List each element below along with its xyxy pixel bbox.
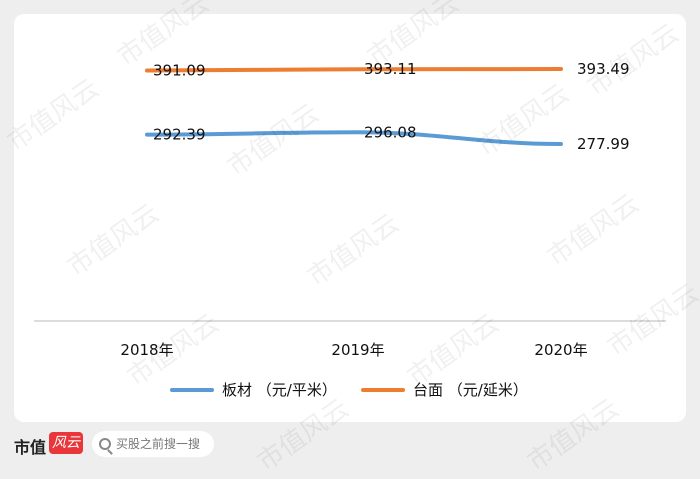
data-label-1-2: 393.49	[577, 60, 630, 78]
data-point-1-2	[559, 67, 563, 71]
data-label-0-0: 292.39	[153, 126, 206, 144]
x-tick-label-1: 2019年	[331, 341, 384, 359]
data-label-1-0: 391.09	[153, 62, 206, 80]
data-point-0-1	[356, 130, 360, 134]
chart: 292.39 296.08 277.99 391.09 393.11 393.49 2018…	[34, 60, 666, 399]
chart-card: 292.39 296.08 277.99 391.09 393.11 393.49 2018…	[14, 14, 686, 422]
footer: 市值 风云 买股之前搜一搜	[0, 426, 700, 465]
legend-label-1: 台面 （元/延米）	[413, 381, 528, 399]
search-icon	[99, 438, 111, 450]
search-box[interactable]: 买股之前搜一搜	[92, 431, 214, 457]
x-tick-label-0: 2018年	[120, 341, 173, 359]
legend-label-0: 板材 （元/平米）	[222, 381, 337, 399]
brand-name: 市值	[14, 438, 47, 457]
data-point-1-0	[145, 69, 149, 73]
x-tick-label-2: 2020年	[534, 341, 587, 359]
data-point-0-2	[559, 142, 563, 146]
series-line-0	[145, 130, 563, 146]
search-placeholder: 买股之前搜一搜	[116, 437, 201, 451]
series-line-1	[145, 67, 563, 73]
data-label-1-1: 393.11	[364, 60, 417, 78]
data-point-1-1	[356, 67, 360, 71]
brand-logo: 风云	[49, 432, 83, 454]
data-point-0-0	[145, 133, 149, 137]
data-label-0-2: 277.99	[577, 135, 630, 153]
data-label-0-1: 296.08	[364, 123, 417, 141]
